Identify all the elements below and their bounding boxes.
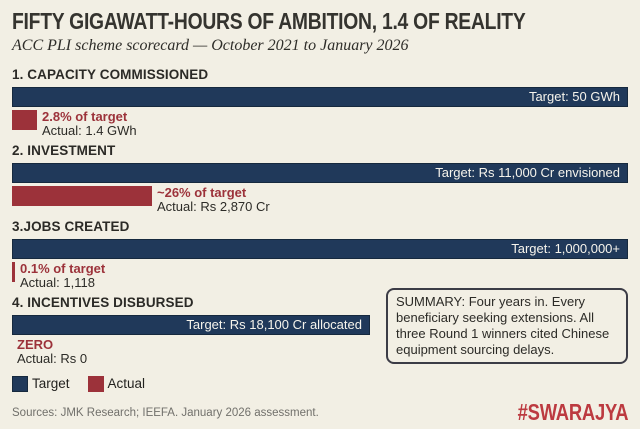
- target-bar-label: Target: 50 GWh: [528, 89, 620, 104]
- legend-item-target: Target: [12, 376, 70, 392]
- section-jobs-created: 3.JOBS CREATED Target: 1,000,000+ 0.1% o…: [12, 219, 628, 289]
- summary-box: SUMMARY: Four years in. Every beneficiar…: [386, 288, 628, 364]
- actual-value-label: Actual: 1.4 GWh: [42, 123, 137, 138]
- actual-labels: 2.8% of target Actual: 1.4 GWh: [42, 109, 137, 138]
- sources-note: Sources: JMK Research; IEEFA. January 20…: [12, 407, 319, 419]
- section-heading: 3.JOBS CREATED: [12, 219, 130, 234]
- legend: Target Actual: [12, 376, 628, 392]
- percent-of-target-label: ~26% of target: [157, 185, 247, 200]
- percent-of-target-label: 2.8% of target: [42, 109, 128, 124]
- target-swatch-icon: [12, 376, 28, 392]
- target-bar: Target: 1,000,000+: [12, 239, 628, 259]
- actual-row: 2.8% of target Actual: 1.4 GWh: [12, 110, 628, 137]
- actual-bar: [12, 186, 152, 206]
- actual-value-label: Actual: Rs 0: [17, 351, 88, 366]
- actual-bar: [12, 110, 37, 130]
- legend-target-label: Target: [32, 376, 70, 391]
- legend-item-actual: Actual: [87, 376, 146, 392]
- section-investment: 2. INVESTMENT Target: Rs 11,000 Cr envis…: [12, 143, 628, 213]
- section-capacity-commissioned: 1. CAPACITY COMMISSIONED Target: 50 GWh …: [12, 67, 628, 137]
- actual-bar: [12, 262, 15, 282]
- actual-labels: 0.1% of target Actual: 1,118: [20, 261, 106, 290]
- section-heading: 1. CAPACITY COMMISSIONED: [12, 67, 209, 82]
- legend-actual-label: Actual: [107, 376, 146, 391]
- actual-swatch-icon: [87, 376, 104, 392]
- target-bar-label: Target: Rs 18,100 Cr allocated: [186, 317, 362, 332]
- section-heading: 2. INVESTMENT: [12, 143, 116, 158]
- target-bar: Target: Rs 18,100 Cr allocated: [12, 315, 370, 335]
- section-heading: 4. INCENTIVES DISBURSED: [12, 295, 194, 310]
- actual-labels: ZERO Actual: Rs 0: [17, 337, 88, 366]
- percent-of-target-label: ZERO: [17, 337, 54, 352]
- target-bar: Target: 50 GWh: [12, 87, 628, 107]
- actual-labels: ~26% of target Actual: Rs 2,870 Cr: [157, 185, 270, 214]
- actual-value-label: Actual: Rs 2,870 Cr: [157, 199, 270, 214]
- actual-row: ~26% of target Actual: Rs 2,870 Cr: [12, 186, 628, 213]
- target-bar: Target: Rs 11,000 Cr envisioned: [12, 163, 628, 183]
- swarajya-logo: #SWARAJYA: [490, 400, 628, 425]
- actual-row: 0.1% of target Actual: 1,118: [12, 262, 628, 289]
- page-title-text: FIFTY GIGAWATT-HOURS OF AMBITION, 1.4 OF…: [12, 8, 526, 34]
- summary-text: SUMMARY: Four years in. Every beneficiar…: [396, 294, 610, 357]
- target-bar-label: Target: Rs 11,000 Cr envisioned: [435, 165, 620, 180]
- actual-row: ZERO Actual: Rs 0: [12, 337, 628, 366]
- section-incentives-disbursed: 4. INCENTIVES DISBURSED Target: Rs 18,10…: [12, 295, 628, 365]
- swarajya-logo-text: #SWARAJYA: [517, 399, 628, 425]
- page-subtitle: ACC PLI scheme scorecard — October 2021 …: [12, 37, 409, 54]
- percent-of-target-label: 0.1% of target: [20, 261, 106, 276]
- page-title: FIFTY GIGAWATT-HOURS OF AMBITION, 1.4 OF…: [12, 8, 628, 34]
- target-bar-label: Target: 1,000,000+: [511, 241, 620, 256]
- actual-value-label: Actual: 1,118: [20, 275, 95, 290]
